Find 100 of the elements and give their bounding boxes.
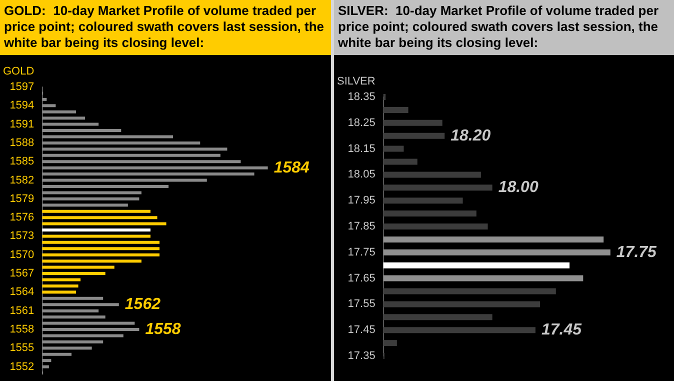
bar: [42, 197, 140, 200]
y-tick-label: 17.55: [348, 298, 376, 310]
bar: [383, 262, 570, 268]
y-tick-label: 1576: [10, 212, 34, 224]
bar: [42, 260, 142, 263]
annotation: 1584: [274, 159, 310, 176]
bar: [42, 104, 56, 108]
bar: [42, 234, 150, 238]
bar: [42, 272, 106, 276]
y-tick-label: 18.05: [348, 168, 376, 181]
bar: [383, 106, 408, 113]
bar: [42, 328, 140, 331]
chart-title: SILVER: 10-day Market Profile of volume traded per price point; coloured swath covers last session, the white bar being its closing level:: [334, 0, 674, 55]
y-tick-label: 18.15: [348, 142, 376, 155]
y-tick-label: 1594: [10, 100, 34, 112]
annotation: 18.00: [498, 179, 538, 196]
y-tick-label: 1555: [10, 342, 34, 354]
annotation: 1562: [124, 296, 161, 314]
bar: [42, 322, 135, 325]
y-axis-title: SILVER: [337, 76, 376, 88]
bar: [42, 135, 174, 138]
bar: [42, 204, 128, 207]
bar: [383, 146, 404, 152]
y-tick-label: 1585: [10, 156, 34, 168]
bar: [42, 178, 207, 182]
annotation: 18.20: [450, 127, 491, 144]
bar: [42, 148, 228, 151]
y-tick-label: 1597: [10, 81, 34, 93]
bar: [383, 327, 536, 334]
bar: [42, 122, 99, 126]
bar: [383, 224, 488, 230]
y-tick-label: 17.75: [348, 246, 376, 258]
bar: [383, 120, 442, 126]
annotation: 17.45: [541, 322, 583, 339]
y-tick-label: 1573: [10, 230, 34, 242]
y-tick-label: 1558: [10, 323, 34, 336]
bar: [383, 184, 492, 191]
y-tick-label: 1588: [10, 136, 34, 149]
annotation: 17.75: [616, 244, 658, 261]
y-tick-label: 17.35: [348, 350, 376, 362]
bar: [42, 172, 254, 176]
bar: [42, 247, 160, 250]
bar: [42, 240, 160, 244]
bar: [42, 316, 106, 319]
y-axis-title: GOLD: [2, 66, 34, 78]
y-tick-label: 17.65: [348, 272, 376, 284]
y-tick-label: 17.85: [348, 220, 376, 232]
bar: [42, 340, 104, 344]
bar: [42, 334, 124, 338]
bar: [42, 309, 99, 312]
bar: [42, 359, 52, 362]
bar: [383, 198, 463, 204]
bar: [383, 249, 610, 256]
y-tick-label: 1582: [10, 174, 34, 186]
bar: [42, 352, 72, 356]
y-tick-label: 17.95: [348, 194, 376, 207]
bar: [42, 222, 166, 226]
y-tick-label: 1567: [10, 268, 34, 280]
bar: [42, 141, 200, 144]
y-tick-label: 1579: [10, 192, 34, 205]
bar: [42, 228, 150, 232]
y-tick-label: 1564: [10, 286, 34, 298]
bar: [42, 296, 104, 300]
y-tick-label: 18.25: [348, 116, 376, 129]
chart-title: GOLD: 10-day Market Profile of volume traded per price point; coloured swath covers last session, the white bar being its closing level:: [0, 0, 331, 55]
bar: [42, 98, 47, 101]
y-tick-label: 17.45: [348, 324, 376, 336]
bar: [383, 275, 584, 282]
bar: [383, 314, 492, 320]
bar: [383, 172, 481, 178]
bar: [42, 154, 220, 157]
bar: [42, 253, 160, 256]
bar: [42, 110, 76, 114]
bar: [42, 116, 86, 120]
bar: [383, 132, 445, 139]
bar: [42, 184, 169, 188]
y-tick-label: 18.35: [348, 91, 376, 103]
bar: [42, 346, 92, 350]
bar: [42, 303, 119, 306]
y-tick-label: 1570: [10, 248, 34, 261]
bar: [42, 290, 76, 294]
bar: [42, 278, 81, 282]
bar: [42, 210, 150, 213]
y-tick-label: 1591: [10, 118, 34, 130]
bar: [383, 158, 418, 165]
bar: [42, 266, 114, 269]
bar: [383, 288, 556, 294]
annotation: 1558: [145, 320, 181, 338]
y-tick-label: 1561: [10, 304, 34, 317]
bar: [383, 236, 604, 242]
bar: [42, 166, 268, 170]
bar: [42, 129, 122, 132]
bar: [42, 191, 142, 194]
bar: [383, 210, 476, 217]
bar: [42, 216, 158, 220]
bar: [383, 301, 540, 308]
y-tick-label: 1552: [10, 360, 34, 373]
bar: [42, 160, 241, 164]
bar: [383, 340, 397, 346]
bar: [42, 365, 49, 368]
